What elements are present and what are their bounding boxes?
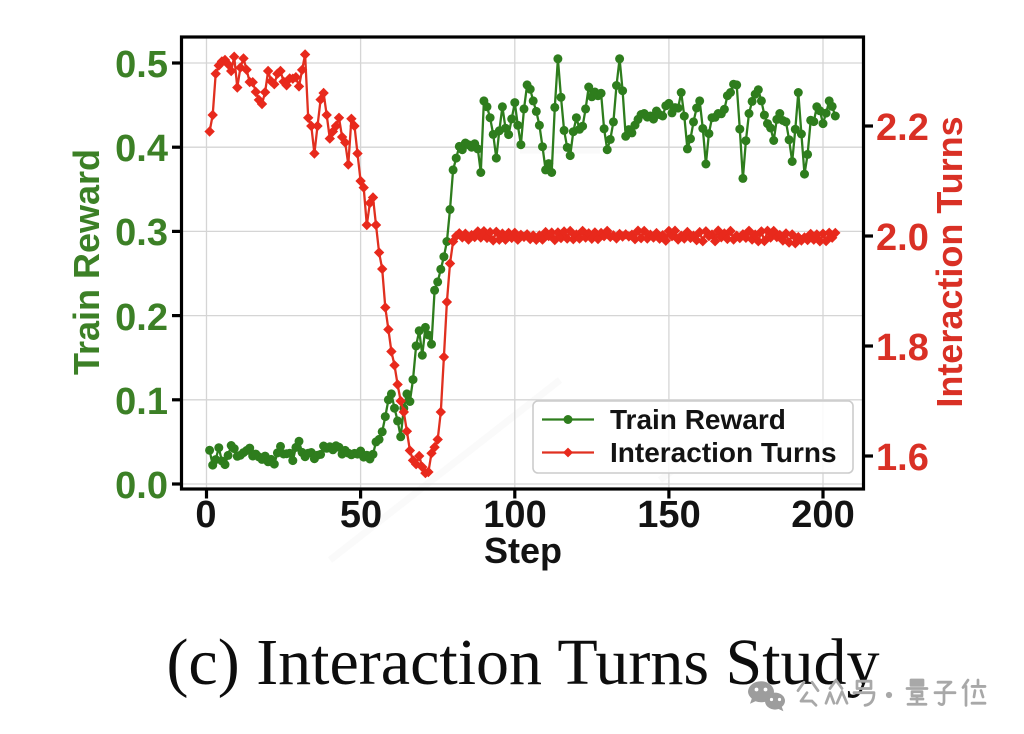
svg-text:0.2: 0.2 (115, 297, 168, 339)
svg-text:50: 50 (340, 494, 382, 536)
svg-text:0.5: 0.5 (115, 44, 168, 86)
svg-text:1.8: 1.8 (876, 327, 929, 369)
svg-text:0.0: 0.0 (115, 465, 168, 507)
svg-text:0: 0 (195, 494, 216, 536)
svg-text:Interaction Turns: Interaction Turns (610, 437, 837, 468)
svg-text:200: 200 (791, 494, 854, 536)
svg-text:Train Reward: Train Reward (610, 404, 786, 435)
svg-text:Interaction Turns: Interaction Turns (929, 116, 970, 407)
svg-text:2.0: 2.0 (876, 217, 929, 259)
svg-text:0.4: 0.4 (115, 128, 168, 170)
svg-text:150: 150 (637, 494, 700, 536)
svg-text:0.3: 0.3 (115, 212, 168, 254)
svg-text:100: 100 (483, 494, 546, 536)
svg-text:2.2: 2.2 (876, 107, 929, 149)
svg-text:Train Reward: Train Reward (66, 149, 107, 375)
svg-text:0.1: 0.1 (115, 381, 168, 423)
svg-text:1.6: 1.6 (876, 437, 929, 479)
svg-text:Step: Step (484, 530, 562, 571)
